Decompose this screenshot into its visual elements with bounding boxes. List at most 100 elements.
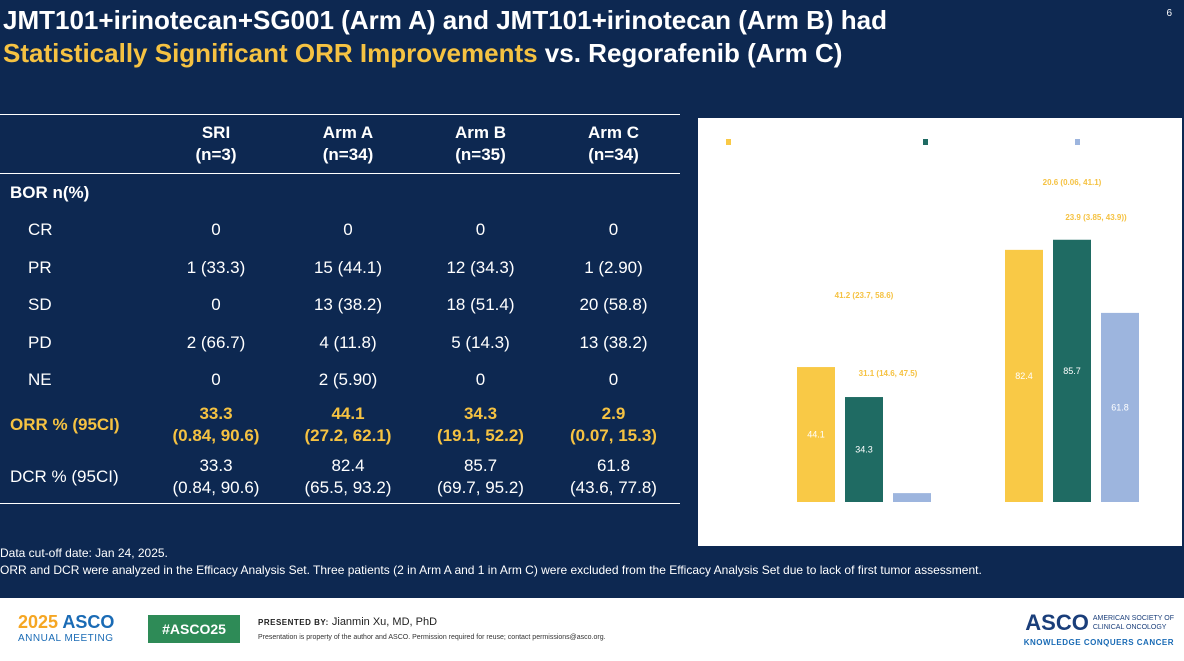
table-cell: 1 (2.90) <box>584 257 643 277</box>
row-label: CR <box>28 220 53 240</box>
table-cell: 0 <box>608 220 619 240</box>
bar <box>893 493 931 502</box>
section-label: BOR n(%) <box>10 182 90 202</box>
title-line-1: JMT101+irinotecan+SG001 (Arm A) and JMT1… <box>3 5 888 35</box>
table-cell: 5 (14.3) <box>451 332 510 352</box>
bar-value-label: 85.7 <box>1063 366 1081 376</box>
comparison-bracket <box>1023 190 1121 199</box>
legend-label: JMT101 + irinotecan + SG001 (Arm A) <box>734 137 894 148</box>
row-label: NE <box>28 370 52 390</box>
comparison-label: 23.9 (3.85, 43.9)) <box>1065 213 1127 222</box>
presenter-block: PRESENTED BY: Jianmin Xu, MD, PhD Presen… <box>258 616 606 641</box>
table-cell: 15 (44.1) <box>313 257 383 277</box>
y-tick-label: 0 <box>716 498 721 507</box>
comparison-label: 41.2 (23.7, 58.6) <box>835 291 894 300</box>
asco-meeting-logo: 2025 ASCO ANNUAL MEETING <box>18 612 114 644</box>
table-cell: 12 (34.3) <box>446 257 515 277</box>
y-tick-label: 100 <box>707 192 721 201</box>
legend-label: Regorafenib (Arm C) <box>1083 137 1169 148</box>
table-cell: 0 <box>608 370 619 390</box>
dcr-cell: 82.4 (65.5, 93.2) <box>282 451 414 504</box>
header-sri: SRI (n=3) <box>150 114 282 174</box>
slide-number: 6 <box>1166 8 1172 19</box>
table-row: NE 0 2 (5.90) 0 0 <box>0 362 680 400</box>
table-cell: 0 <box>475 220 486 240</box>
table-section-row: BOR n(%) <box>0 174 680 212</box>
table-header-row: SRI (n=3) Arm A (n=34) Arm B (n=35) Arm C (n… <box>0 114 680 174</box>
dcr-cell: 61.8 (43.6, 77.8) <box>547 451 680 504</box>
title-highlight: Statistically Significant ORR Improvemen… <box>3 38 538 68</box>
table-cell: 13 (38.2) <box>313 295 383 315</box>
bar-value-label: 44.1 <box>807 430 825 440</box>
footnotes: Data cut-off date: Jan 24, 2025. ORR and… <box>0 545 982 579</box>
bar-value-label: 34.3 <box>855 445 873 455</box>
table-cell: 4 (11.8) <box>319 332 377 352</box>
row-label: PD <box>28 332 52 352</box>
header-arm-c: Arm C (n=34) <box>547 114 680 174</box>
footer: 2025 ASCO ANNUAL MEETING #ASCO25 PRESENT… <box>0 598 1184 661</box>
dcr-cell: 85.7 (69.7, 95.2) <box>414 451 547 504</box>
header-arm-b: Arm B (n=35) <box>414 114 547 174</box>
table-cell: 20 (58.8) <box>579 295 648 315</box>
x-tick-label: DCR <box>1062 512 1083 523</box>
y-tick-label: 80 <box>711 253 720 262</box>
slide: JMT101+irinotecan+SG001 (Arm A) and JMT1… <box>0 5 1182 579</box>
presented-by-label: PRESENTED BY: <box>258 618 329 627</box>
table-cell: 2 (5.90) <box>318 370 378 390</box>
hashtag-badge: #ASCO25 <box>148 615 240 643</box>
bar <box>845 397 883 502</box>
table-cell: 0 <box>343 220 353 240</box>
table-cell: 18 (51.4) <box>446 295 515 315</box>
comparison-label: -3.2 (-20.3, 14.0) <box>1018 213 1078 222</box>
bar-value-label: 82.4 <box>1015 371 1033 381</box>
title-line-2: Statistically Significant ORR Improvemen… <box>3 37 1153 70</box>
orr-label: ORR % (95CI) <box>10 415 120 434</box>
bar <box>797 367 835 502</box>
y-tick-label: 60 <box>711 314 720 323</box>
disclaimer: Presentation is property of the author a… <box>258 634 606 641</box>
header-arm-a: Arm A (n=34) <box>282 114 414 174</box>
y-tick-label: 20 <box>711 437 720 446</box>
bar <box>1053 239 1091 502</box>
orr-cell: 34.3 (19.1, 52.2) <box>437 404 524 445</box>
dcr-label: DCR % (95CI) <box>0 451 150 504</box>
table-row: CR 0 0 0 0 <box>0 212 680 250</box>
comparison-bracket <box>815 303 913 312</box>
y-axis-label: Percent (%) <box>701 323 712 376</box>
orr-cell: 33.3 (0.84, 90.6) <box>172 404 260 445</box>
table-cell: 13 (38.2) <box>579 332 648 352</box>
y-tick-label: 90 <box>711 223 720 232</box>
orr-row: ORR % (95CI) 33.3 (0.84, 90.6) 44.1 (27.2,… <box>0 399 680 451</box>
footnote-cutoff: Data cut-off date: Jan 24, 2025. <box>0 546 168 560</box>
table-cell: 0 <box>211 220 221 240</box>
meeting-name: ANNUAL MEETING <box>18 633 114 644</box>
bar-value-label: 61.8 <box>1111 402 1129 412</box>
meeting-org: ASCO <box>62 612 115 632</box>
table-row: PR 1 (33.3) 15 (44.1) 12 (34.3) 1 (2.90) <box>0 249 680 287</box>
title-rest: vs. Regorafenib (Arm C) <box>537 38 843 68</box>
legend-swatch <box>726 139 731 145</box>
dcr-cell: 33.3 (0.84, 90.6) <box>150 451 282 504</box>
comparison-bracket <box>863 381 913 390</box>
comparison-label: 20.6 (0.06, 41.1) <box>1043 178 1102 187</box>
y-tick-label: 30 <box>711 406 720 415</box>
table-cell: 0 <box>475 370 486 390</box>
bor-table: SRI (n=3) Arm A (n=34) Arm B (n=35) Arm C (n… <box>0 114 680 504</box>
legend-swatch <box>1075 139 1080 145</box>
header-empty <box>0 114 150 174</box>
comparison-label: 31.1 (14.6, 47.5) <box>859 369 918 378</box>
dcr-row: DCR % (95CI) 33.3 (0.84, 90.6) 82.4 (65.5,… <box>0 451 680 504</box>
presenter-name: Jianmin Xu, MD, PhD <box>331 616 438 628</box>
table-cell: 1 (33.3) <box>186 257 246 277</box>
comparison-bracket <box>1071 225 1121 234</box>
table-row: SD 0 13 (38.2) 18 (51.4) 20 (58.8) <box>0 287 680 325</box>
table-cell: 0 <box>211 370 221 390</box>
bar-value-label: 2.9 <box>906 481 919 491</box>
bar <box>1101 312 1139 502</box>
row-label: PR <box>28 257 52 277</box>
comparison-label: 10.2 (-12.1, 32.5) <box>809 334 871 343</box>
y-tick-label: 70 <box>711 284 720 293</box>
table-cell: 2 (66.7) <box>186 332 246 352</box>
comparison-bracket <box>815 346 865 355</box>
orr-cell: 44.1 (27.2, 62.1) <box>304 404 392 445</box>
